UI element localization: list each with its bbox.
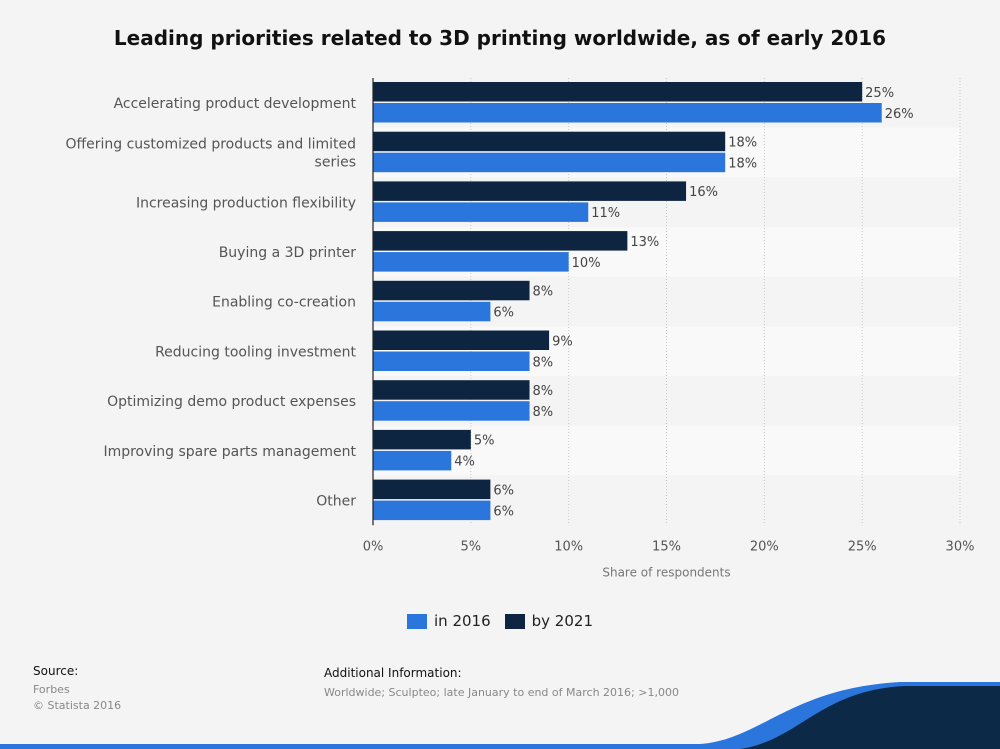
legend-item-2016[interactable]: in 2016 xyxy=(407,612,491,630)
bar[interactable] xyxy=(373,429,471,450)
legend-label-2021: by 2021 xyxy=(531,612,593,630)
bar[interactable] xyxy=(373,351,530,372)
bar[interactable] xyxy=(373,330,550,351)
source-title: Source: xyxy=(33,664,79,678)
data-label: 11% xyxy=(591,206,620,221)
data-label: 18% xyxy=(728,156,757,171)
additional-info-title: Additional Information: xyxy=(324,666,462,680)
category-label: Offering customized products and limited xyxy=(65,137,356,153)
additional-info-text: Worldwide; Sculpteo; late January to end… xyxy=(324,686,679,699)
data-label: 16% xyxy=(689,185,718,200)
category-label: Improving spare parts management xyxy=(103,444,356,460)
source-block: Source: Forbes © Statista 2016 xyxy=(33,664,121,714)
bar-chart: 25% 26% 18% 18% 16% 11% 13% 10% 8% 6% 9% 8% 8% 8% 5% 4%… xyxy=(65,78,975,579)
bar[interactable] xyxy=(373,103,882,123)
bar[interactable] xyxy=(373,450,452,471)
x-tick-label: 20% xyxy=(750,539,779,554)
data-label: 13% xyxy=(630,235,659,250)
bar[interactable] xyxy=(373,181,687,201)
data-label: 26% xyxy=(885,107,914,122)
footer-wave-decoration xyxy=(0,682,1000,749)
data-label: 8% xyxy=(533,355,554,370)
x-tick-label: 10% xyxy=(554,539,583,554)
x-tick-label: 15% xyxy=(652,539,681,554)
data-label: 10% xyxy=(572,256,601,271)
data-label: 18% xyxy=(728,135,757,150)
category-label: Reducing tooling investment xyxy=(155,344,356,360)
x-tick-label: 0% xyxy=(363,539,384,554)
x-tick-labels: 0% 5% 10% 15% 20% 25% 30% xyxy=(363,539,975,554)
data-label: 6% xyxy=(493,504,514,519)
category-label: series xyxy=(315,155,356,171)
data-label: 6% xyxy=(493,483,514,498)
data-label: 8% xyxy=(533,384,554,399)
x-tick-label: 5% xyxy=(461,539,482,554)
data-label: 5% xyxy=(474,434,495,449)
bar[interactable] xyxy=(373,380,530,400)
category-label: Buying a 3D printer xyxy=(219,245,357,261)
bar[interactable] xyxy=(373,301,491,322)
bar[interactable] xyxy=(373,202,589,222)
category-labels: Accelerating product development Offering… xyxy=(65,96,356,510)
data-label: 4% xyxy=(454,455,475,470)
source-name[interactable]: Forbes xyxy=(33,683,70,696)
x-tick-label: 25% xyxy=(848,539,877,554)
data-label: 25% xyxy=(865,86,894,101)
legend-swatch-2021 xyxy=(504,613,525,629)
x-tick-label: 30% xyxy=(946,539,975,554)
data-label: 9% xyxy=(552,334,573,349)
category-label: Other xyxy=(316,493,356,509)
bars: 25% 26% 18% 18% 16% 11% 13% 10% 8% 6% 9% 8% 8% 8% 5% 4%… xyxy=(373,82,914,521)
data-label: 8% xyxy=(533,285,554,300)
legend-swatch-2016 xyxy=(407,613,428,629)
bar[interactable] xyxy=(373,131,726,152)
bar[interactable] xyxy=(373,152,726,173)
legend-label-2016: in 2016 xyxy=(434,612,491,630)
copyright-link[interactable]: © Statista 2016 xyxy=(33,699,122,712)
x-axis-title: Share of respondents xyxy=(602,565,730,579)
bar[interactable] xyxy=(373,82,863,102)
chart-title: Leading priorities related to 3D printin… xyxy=(113,26,887,50)
bar[interactable] xyxy=(373,401,530,421)
data-label: 8% xyxy=(533,405,554,420)
bar[interactable] xyxy=(373,479,491,500)
legend: in 2016 by 2021 xyxy=(0,612,1000,630)
bar[interactable] xyxy=(373,280,530,301)
category-label: Enabling co-creation xyxy=(212,295,356,311)
category-label: Accelerating product development xyxy=(114,96,357,112)
category-label: Optimizing demo product expenses xyxy=(107,394,356,410)
bar[interactable] xyxy=(373,231,628,251)
bar[interactable] xyxy=(373,500,491,521)
additional-info-block: Additional Information: Worldwide; Sculp… xyxy=(324,666,679,699)
legend-item-2021[interactable]: by 2021 xyxy=(504,612,593,630)
bar[interactable] xyxy=(373,252,569,272)
category-label: Increasing production flexibility xyxy=(136,195,356,211)
grid-lines xyxy=(470,78,961,526)
data-label: 6% xyxy=(493,306,514,321)
